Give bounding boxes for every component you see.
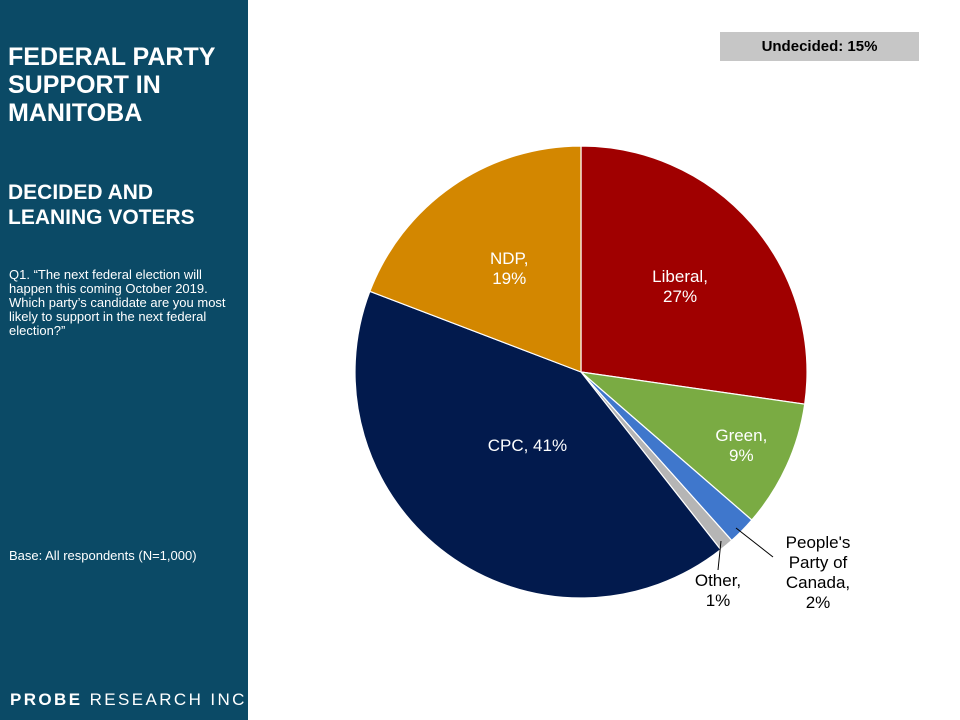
slice-label-other: Other, 1% xyxy=(695,571,741,610)
leader-line xyxy=(717,540,722,571)
sidebar: FEDERAL PARTY SUPPORT IN MANITOBA DECIDE… xyxy=(0,0,252,720)
slice-label-line: 27% xyxy=(663,287,697,306)
slice-label-line: Green, xyxy=(715,426,767,445)
slice-label-line: 2% xyxy=(806,593,831,612)
undecided-badge: Undecided: 15% xyxy=(720,32,919,61)
slice-label-cpc: CPC, 41% xyxy=(488,436,567,455)
slice-labels: Liberal, 27% Green, 9% People's Party of Canad… xyxy=(488,249,851,612)
brand-logo-o: O xyxy=(38,690,55,709)
slice-label-line: Canada, xyxy=(786,573,850,592)
brand-logo-part: BE xyxy=(54,690,83,709)
page-title: FEDERAL PARTY SUPPORT IN MANITOBA xyxy=(8,43,215,127)
pie-slices xyxy=(354,145,808,599)
slice-label-line: Other, xyxy=(695,571,741,590)
pie-slice-liberal xyxy=(580,145,808,405)
slice-label-line: 1% xyxy=(706,591,731,610)
leader-lines xyxy=(717,527,774,571)
slice-label-ndp: NDP, 19% xyxy=(490,249,528,288)
slice-label-line: Party of xyxy=(789,553,848,572)
slice-label-line: CPC, 41% xyxy=(488,436,567,455)
slice-label-line: 19% xyxy=(492,269,526,288)
pie-slice-green xyxy=(579,371,806,521)
pie-chart: Liberal, 27% Green, 9% People's Party of Canad… xyxy=(354,145,851,612)
leader-line xyxy=(735,527,774,558)
survey-question: Q1. “The next federal election will happ… xyxy=(9,267,226,338)
slice-label-green: Green, 9% xyxy=(715,426,767,465)
pie-slice-cpc xyxy=(354,290,722,599)
slice-label-line: NDP, xyxy=(490,249,528,268)
brand-logo-part: PR xyxy=(10,690,39,709)
page-subtitle: DECIDED AND LEANING VOTERS xyxy=(8,181,195,229)
base-note: Base: All respondents (N=1,000) xyxy=(9,548,197,563)
slice-label-line: People's xyxy=(786,533,851,552)
slice-label-line: 9% xyxy=(729,446,754,465)
pie-slice-ndp xyxy=(369,145,582,373)
brand-logo-rest: RESEARCH INC. xyxy=(82,690,254,709)
slice-label-line: Liberal, xyxy=(652,267,708,286)
brand-logo: PROBE RESEARCH INC. xyxy=(10,690,254,710)
slice-label-people-s-party-of-canada: People's Party of Canada, 2% xyxy=(786,533,851,612)
slice-label-liberal: Liberal, 27% xyxy=(652,267,708,306)
